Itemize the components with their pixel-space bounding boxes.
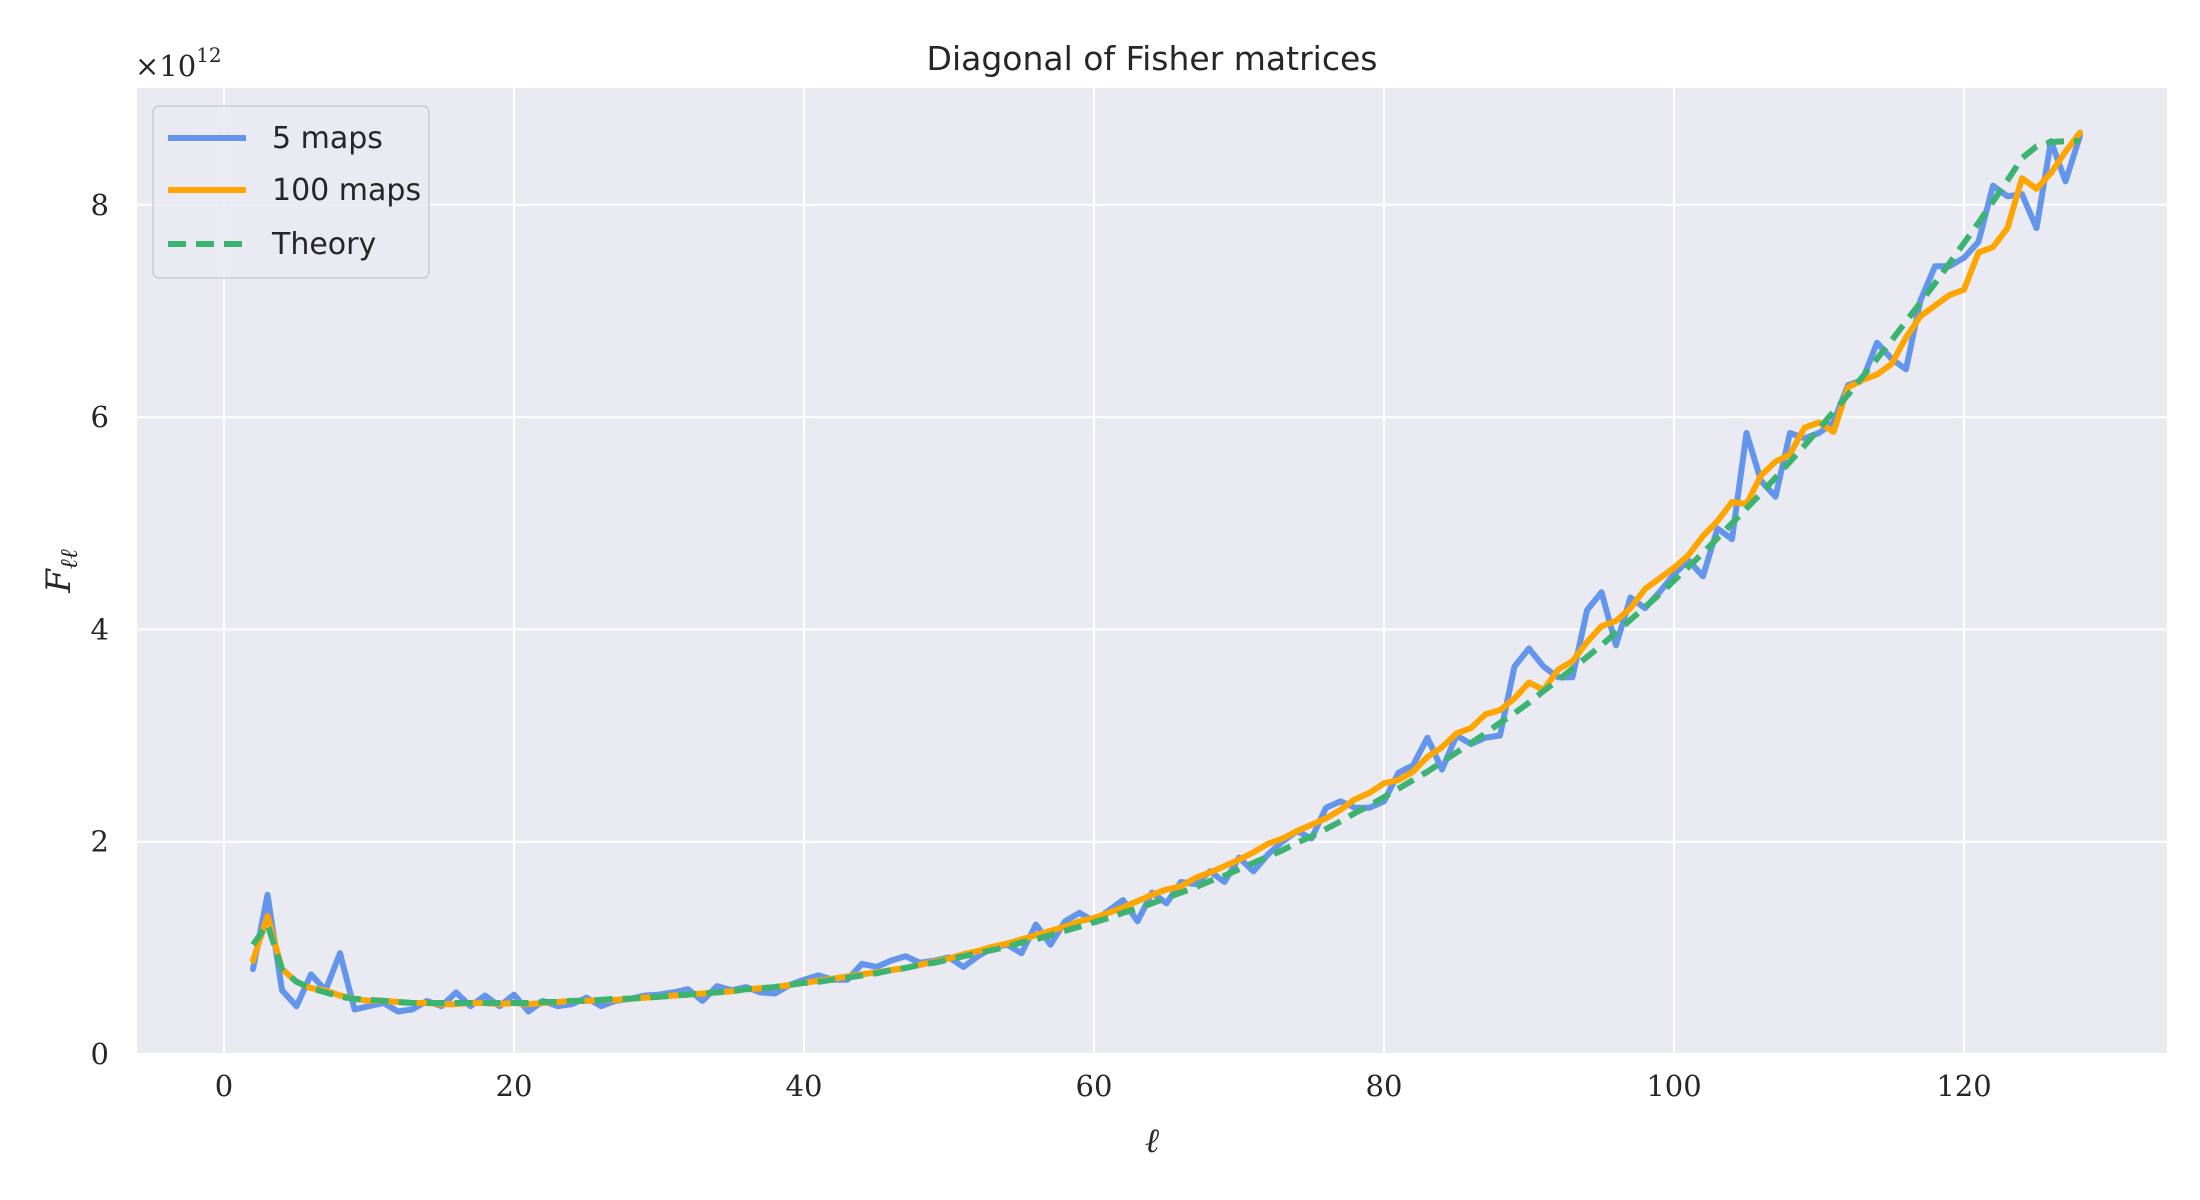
legend: 5 maps 100 maps Theory xyxy=(152,105,430,279)
y-tick-label-6: 6 xyxy=(91,400,109,434)
x-tick-label-20: 20 xyxy=(496,1069,533,1103)
series-line-100-maps xyxy=(250,129,2083,1008)
x-tick-label-40: 40 xyxy=(786,1069,823,1103)
series-line-theory xyxy=(250,138,2080,1006)
legend-label-theory: Theory xyxy=(271,227,376,262)
legend-label-100-maps: 100 maps xyxy=(272,173,421,208)
y-axis-label: Fℓℓ xyxy=(39,549,83,594)
x-tick-label-120: 120 xyxy=(1936,1069,1991,1103)
series-line-5-maps xyxy=(250,132,2083,1015)
x-tick-label-0: 0 xyxy=(215,1069,233,1103)
x-axis-label: ℓ xyxy=(1145,1121,1159,1161)
legend-label-5-maps: 5 maps xyxy=(272,121,383,156)
x-tick-label-100: 100 xyxy=(1646,1069,1701,1103)
plot-area xyxy=(137,88,2167,1054)
x-tick-label-80: 80 xyxy=(1366,1069,1403,1103)
y-tick-label-2: 2 xyxy=(91,825,109,859)
y-tick-label-0: 0 xyxy=(91,1037,109,1071)
x-tick-label-60: 60 xyxy=(1076,1069,1113,1103)
series-layer xyxy=(250,129,2083,1015)
y-axis-multiplier: ×1012 xyxy=(135,43,222,83)
y-tick-label-4: 4 xyxy=(91,612,109,646)
tick-labels: 0 20 40 60 80 100 120 0 2 4 6 8 xyxy=(91,188,1992,1103)
chart-title: Diagonal of Fisher matrices xyxy=(927,39,1378,78)
y-tick-label-8: 8 xyxy=(91,188,109,222)
legend-box xyxy=(152,105,430,279)
